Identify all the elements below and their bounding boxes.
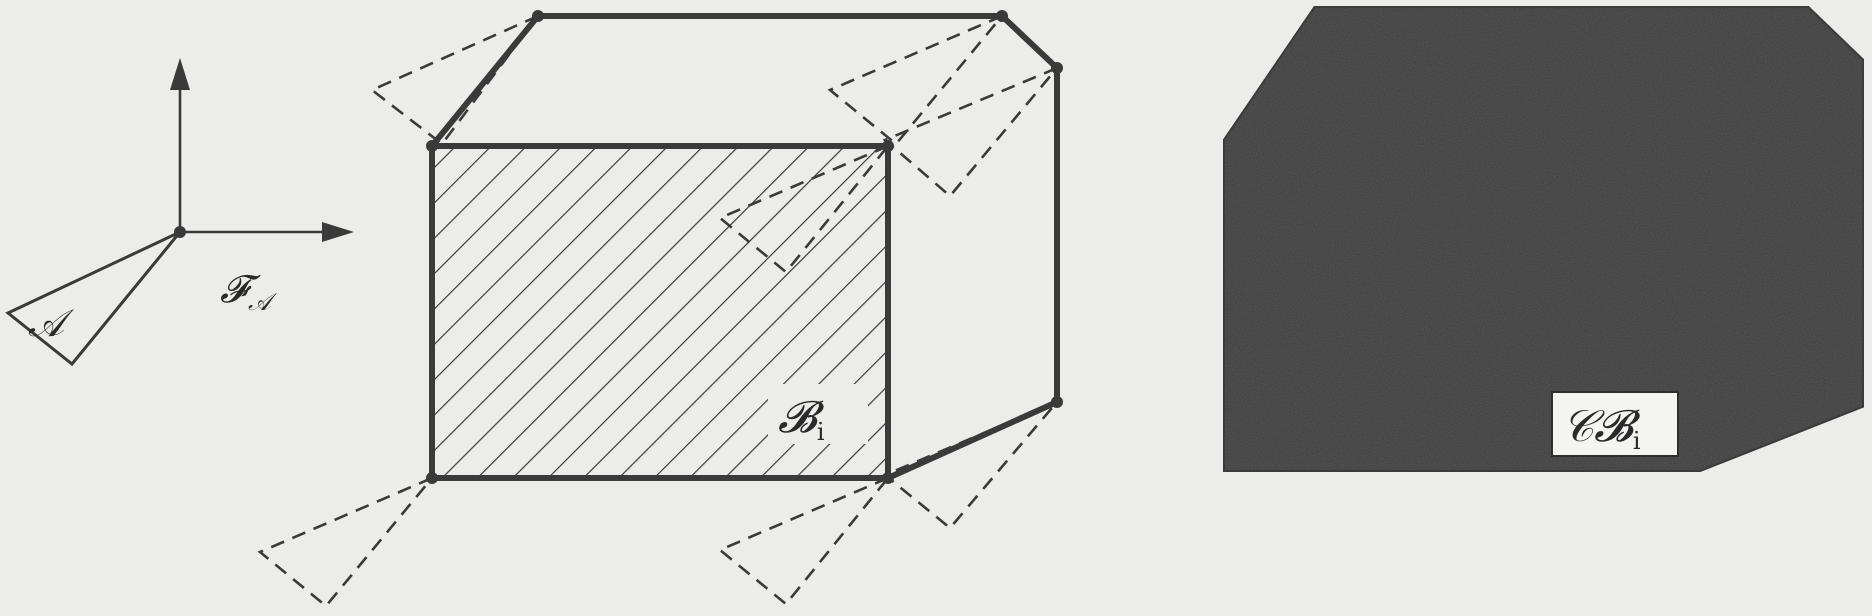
vertex-obstacle-bottom-left [426,472,438,484]
cobstacle-grain [1225,8,1862,470]
vertex-obstacle-top-right [882,140,894,152]
dashed-robot-top-right-b [882,66,1058,198]
frame-y-arrowhead [170,58,190,90]
cobstacle-filled-group: 𝒞𝓑i [1223,6,1864,472]
obstacle-label-box [768,384,868,444]
robot-label: 𝒜 [28,301,75,345]
dashed-robot-bottom-right-a [717,476,890,606]
frame-label: 𝓕𝒜 [220,267,278,316]
robot-frame-group: 𝒜 𝓕𝒜 [5,58,354,367]
cobstacle-label-box [1551,391,1679,457]
obstacle-group: 𝓑i [257,10,1063,608]
obstacle-label-subscript: i [817,418,825,446]
vertex-obstacle-bottom-right [882,472,894,484]
vertex-top-left [532,10,544,22]
dashed-robot-top-right-a [827,14,1004,146]
frame-x-arrowhead [322,222,354,242]
vertex-right-bottom [1051,396,1063,408]
cobstacle-label-subscript: i [1633,427,1641,455]
cobstacle-label-main: 𝒞𝓑 [1562,401,1641,452]
dashed-robot-bottom-left [257,476,434,608]
robot-triangle [5,230,182,367]
frame-label-subscript: 𝒜 [248,288,278,316]
cobstacle-label: 𝒞𝓑i [1562,401,1641,455]
vertex-obstacle-top-left [426,140,438,152]
vertex-right-top [1051,62,1063,74]
dashed-robot-top-left [369,12,543,146]
vertex-top-right [996,10,1008,22]
vertex-dots [426,10,1063,484]
